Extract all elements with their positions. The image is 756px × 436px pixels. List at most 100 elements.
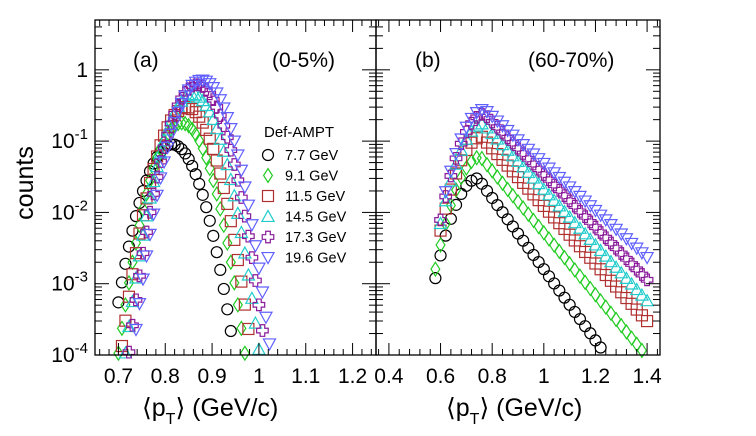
panel-a-point [181,88,196,101]
panel-a-point [153,172,168,186]
panel-b-point [640,314,654,328]
panel-b-point [629,242,644,256]
panel-a-point [142,228,158,242]
panel-b-point [588,237,603,251]
panel-a-point [211,186,222,202]
panel-b-point [594,226,607,239]
panel-a-point [256,324,269,337]
legend-entry-4: 17.3 GeV [261,230,347,246]
panel-b-point [574,268,586,285]
panel-b-point [512,193,524,210]
x-axis-title-b-main: ⟨p [446,394,470,422]
panel-b-point [630,262,644,276]
panel-b-point [443,173,458,187]
panel-a-point [146,174,161,188]
panel-b-point [547,167,562,181]
panel-a-point [241,267,256,281]
panel-b-point [469,106,484,120]
panel-a-point [228,233,241,246]
legend-label-4: 17.3 GeV [285,230,347,246]
panel-a-point [210,246,223,259]
panel-a-point [122,345,136,359]
panel-b-point [598,214,613,228]
panel-a-point [220,111,235,125]
panel-b-point [474,104,489,117]
panel-b-point [636,342,648,359]
panel-b: 0.4 0.6 0.8 1 1.2 1.4 [374,19,662,388]
legend-entry-2: 11.5 GeV [261,189,346,205]
panel-a-point [154,155,167,168]
panel-b-point [580,274,591,291]
panel-b-point [603,254,619,268]
panel-b-point [568,305,581,319]
panel-a-point [244,291,259,304]
panel-a-centrality: (0-5%) [272,49,335,72]
panel-b-point [526,148,541,162]
panel-b-point [572,190,588,204]
panel-b-point [456,169,467,186]
panel-b-point [434,249,447,262]
panel-b-point [526,170,541,184]
legend-label-1: 9.1 GeV [285,169,339,185]
panel-a-series-3 [118,87,266,359]
panel-b-point [578,210,592,224]
panel-a-point [230,206,245,220]
panel-a-point [182,152,195,166]
panel-b-point [448,148,464,161]
panel-a-point [229,274,240,291]
panel-a-point [203,132,216,145]
y-axis: counts 10-4 10-3 10-2 10-1 1 [11,59,88,367]
panel-b-point [616,317,627,334]
panel-b-point [522,241,535,254]
panel-a-point [199,75,214,89]
panel-a-point [121,319,137,333]
panel-a-point [175,143,188,156]
panel-a-point [178,90,193,104]
panel-b-point [557,176,572,190]
panel-a-point [241,199,256,213]
panel-b-point [510,154,526,167]
x-axis-title-a-main: ⟨p [142,394,166,422]
panel-a-point [207,229,220,242]
y-tick-label: 10-4 [51,340,88,367]
panel-b-point [564,255,575,272]
panel-b-point [454,142,469,156]
panel-b-point [444,183,457,196]
panel-b-point [449,198,463,211]
panel-a-point [125,294,140,308]
panel-b-point [568,199,582,213]
panel-b-point [466,153,477,170]
panel-b-point [588,204,603,218]
legend-title: Def-AMPT [264,124,334,141]
panel-a-point [139,250,154,264]
panel-b-point [549,237,560,254]
panel-a-point [234,191,248,204]
panel-a-point [255,286,270,300]
panel-b-point [583,215,597,229]
panel-a-point [126,318,139,332]
panel-a-point [193,177,206,190]
panel-b-x-tick-label: 1 [538,365,550,388]
panel-a-point [213,109,227,122]
panel-b-series-3 [433,116,655,307]
panel-b-point [486,191,499,205]
panel-a-x-tick-label: 1 [253,365,265,388]
legend-marker-4 [261,230,275,244]
panel-b-point [578,195,593,209]
panel-b-point [485,110,500,124]
panel-a-point [238,298,251,311]
panel-b-point [557,204,572,218]
panel-b-point [543,231,555,247]
panel-a-point [223,123,238,136]
panel-a-point [234,225,249,239]
panel-a-point [130,235,142,252]
legend-label-2: 11.5 GeV [285,189,346,205]
panel-b-point [438,186,453,199]
panel-b-point [562,181,577,195]
panel-b-point [429,272,442,285]
panel-a-point [185,79,200,93]
panel-a-point [221,303,234,316]
panel-b-point [567,215,582,229]
panel-b-point [507,187,518,204]
